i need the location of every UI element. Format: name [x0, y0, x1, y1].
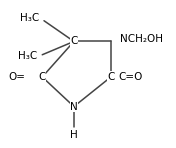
Text: C: C	[70, 36, 78, 46]
Text: H₃C: H₃C	[18, 51, 37, 61]
Text: C=O: C=O	[119, 72, 143, 82]
Text: C: C	[39, 72, 46, 82]
Text: NCH₂OH: NCH₂OH	[120, 34, 163, 44]
Text: C: C	[107, 72, 115, 82]
Text: N: N	[70, 102, 78, 112]
Text: O=: O=	[8, 72, 26, 82]
Text: H: H	[70, 130, 78, 140]
Text: H₃C: H₃C	[20, 13, 40, 23]
